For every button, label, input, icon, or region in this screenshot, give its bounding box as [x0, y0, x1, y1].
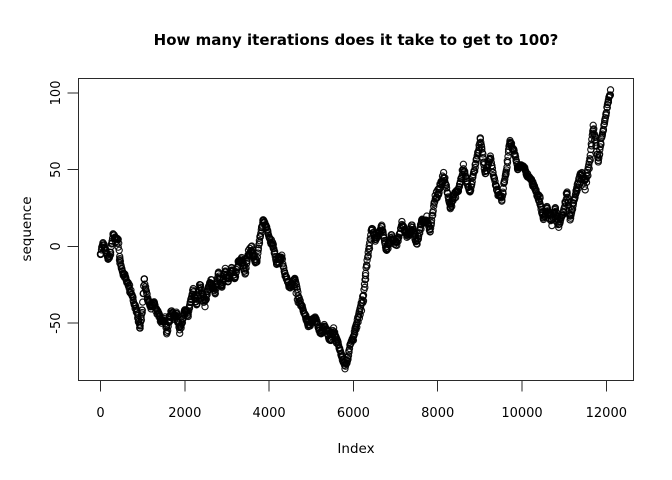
axis-box — [78, 78, 634, 381]
x-tick-label: 4000 — [253, 406, 286, 421]
y-tick-label: 100 — [49, 81, 64, 106]
y-tick-label: 50 — [49, 161, 64, 178]
x-tick-label: 6000 — [337, 406, 370, 421]
x-tick-label: 0 — [96, 406, 104, 421]
y-axis-ticks: -50 0 50 100 — [49, 81, 79, 334]
y-tick-label: -50 — [49, 312, 64, 333]
x-tick-label: 10000 — [501, 406, 542, 421]
final-data-point — [606, 86, 615, 94]
x-tick-label: 2000 — [168, 406, 201, 421]
x-axis-title: Index — [337, 441, 375, 457]
x-tick-label: 8000 — [421, 406, 454, 421]
chart-title: How many iterations does it take to get … — [153, 31, 559, 49]
x-axis-ticks: 0 2000 4000 6000 8000 10000 12000 — [96, 380, 627, 421]
data-points — [96, 86, 615, 373]
y-axis-title: sequence — [19, 196, 35, 262]
x-tick-label: 12000 — [586, 406, 627, 421]
y-tick-label: 0 — [49, 242, 64, 250]
